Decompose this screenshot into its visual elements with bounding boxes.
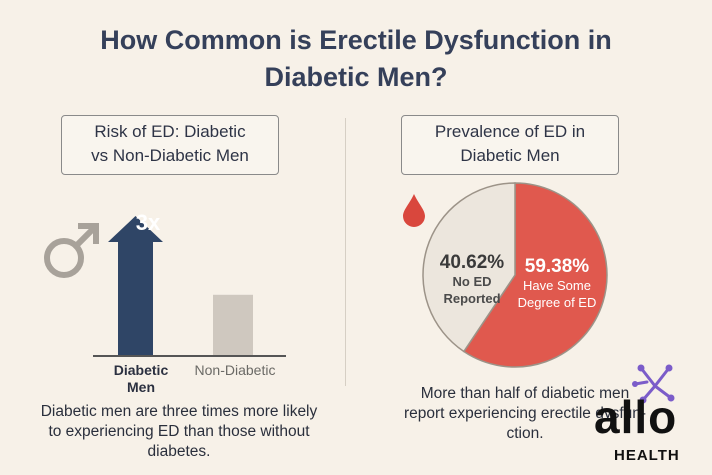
bar-non-diabetic — [213, 294, 253, 355]
risk-heading-box: Risk of ED: Diabetic vs Non-Diabetic Men — [61, 115, 279, 175]
allo-health-logo-mark-icon — [632, 364, 675, 404]
risk-heading-line-1: Risk of ED: Diabetic — [94, 122, 246, 141]
no-ed-description: No ED Reported — [443, 274, 501, 306]
bar-label-diabetic: Diabetic Men — [113, 362, 169, 395]
pie-slice-some-ed — [462, 182, 608, 368]
risk-caption-line-1: Diabetic men are three times more likely — [40, 403, 318, 420]
prevalence-heading-line-2: Diabetic Men — [460, 146, 560, 165]
page-title: How Common is Erectile Dysfunction in Di… — [0, 22, 712, 96]
risk-bar-chart — [108, 216, 253, 355]
logo-subtext: HEALTH — [614, 447, 680, 464]
bar-diabetic — [108, 216, 163, 355]
slice-label-some-ed: 59.38% Have Some Degree of ED — [513, 256, 601, 311]
bar-label-non-diabetic: Non-Diabetic — [194, 362, 276, 378]
risk-heading-line-2: vs Non-Diabetic Men — [91, 146, 249, 165]
some-ed-description: Have Some Degree of ED — [517, 278, 597, 310]
prevalence-heading-line-1: Prevalence of ED in — [434, 122, 586, 141]
no-ed-percent: 40.62% — [439, 252, 505, 273]
prevalence-pie-chart — [422, 182, 608, 368]
risk-caption: Diabetic men are three times more likely… — [14, 402, 344, 462]
logo-wordmark: allo — [594, 391, 678, 443]
blood-drop-icon — [403, 194, 425, 227]
prevalence-caption-line-2: report experiencing erectile dysfun- — [403, 405, 647, 422]
risk-caption-line-2: to experiencing ED than those without — [48, 423, 310, 440]
panel-divider — [345, 118, 346, 386]
male-symbol-icon — [44, 223, 99, 278]
slice-label-no-ed: 40.62% No ED Reported — [432, 252, 512, 307]
multiplier-label: 3x — [135, 210, 161, 235]
some-ed-percent: 59.38% — [524, 256, 590, 277]
bar-axis — [93, 355, 286, 357]
risk-caption-line-3: diabetes. — [147, 443, 211, 460]
prevalence-caption-line-1: More than half of diabetic men — [420, 385, 630, 402]
title-line-1: How Common is Erectile Dysfunction in — [100, 25, 612, 55]
prevalence-caption: More than half of diabetic men report ex… — [375, 384, 675, 444]
prevalence-heading-box: Prevalence of ED in Diabetic Men — [401, 115, 619, 175]
prevalence-caption-line-3: ction. — [506, 425, 544, 442]
pie-slice-no-ed — [422, 182, 516, 353]
title-line-2: Diabetic Men? — [264, 62, 448, 92]
